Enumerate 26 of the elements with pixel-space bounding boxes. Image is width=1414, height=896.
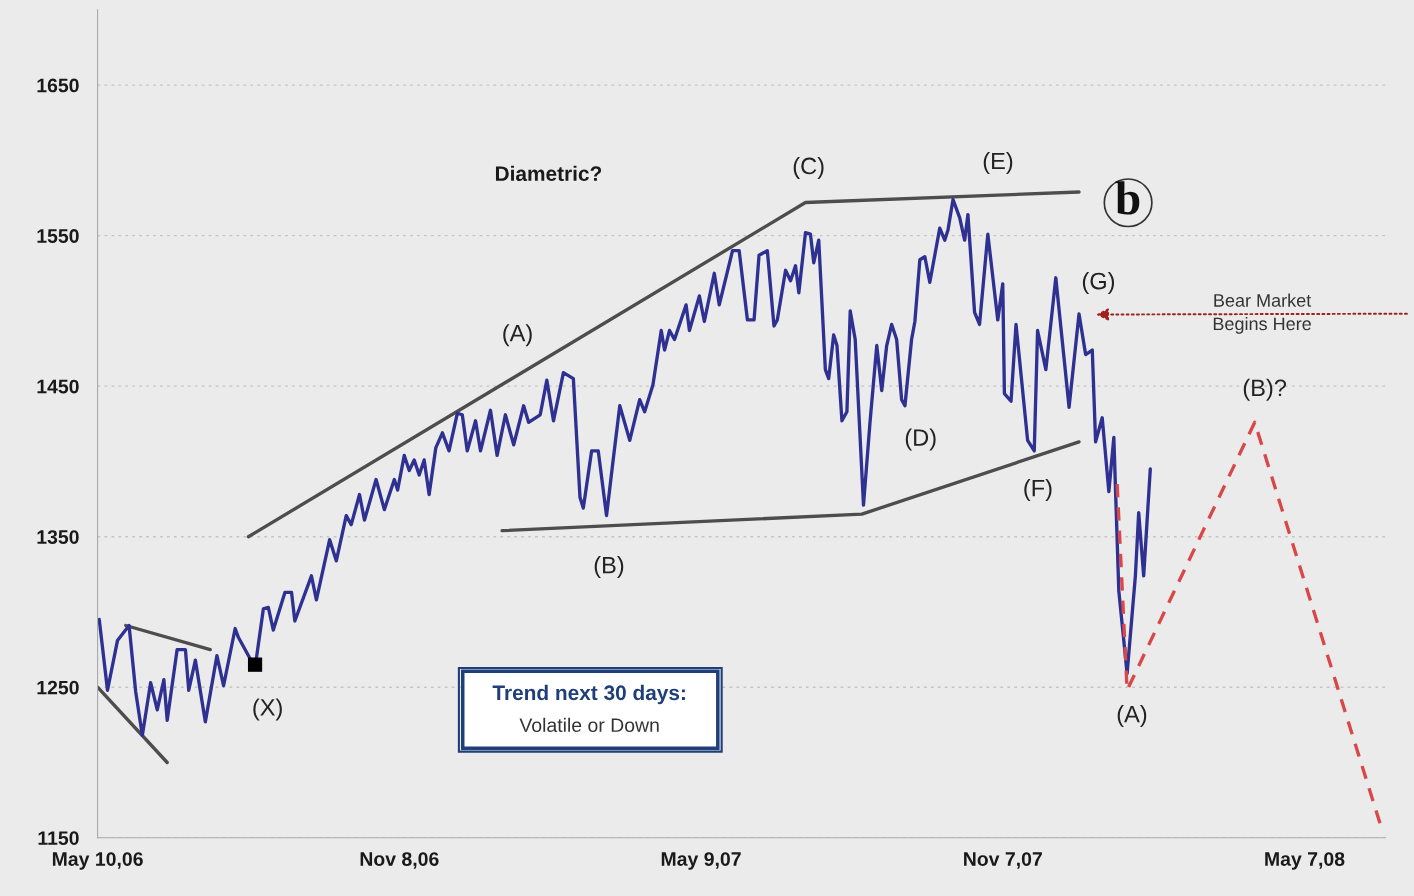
annotation: Bear Market Begins Here	[1213, 293, 1312, 334]
annotation: (E)	[983, 152, 1013, 175]
annotation: (B)	[594, 556, 624, 579]
y-tick-label: 1250	[37, 680, 79, 695]
annotation: (G)	[1082, 272, 1115, 295]
x-tick-label: May 9,07	[661, 852, 741, 870]
annotation: Trend next 30 days:	[492, 684, 685, 705]
annotation: (C)	[793, 156, 824, 179]
annotation: (B)?	[1243, 378, 1287, 401]
annotation: (X)	[253, 698, 282, 721]
y-tick-label: 1550	[37, 229, 79, 243]
y-tick-label: 1350	[37, 530, 79, 544]
y-tick-label: 1150	[38, 831, 79, 845]
x-tick-label: Nov 7,07	[964, 852, 1042, 869]
y-tick-label: 1650	[37, 78, 79, 93]
y-tick-label: 1450	[37, 379, 79, 394]
annotation: (F)	[1024, 479, 1052, 502]
annotation: (A)	[503, 324, 532, 347]
annotation: (A)	[1117, 705, 1147, 728]
annotation: (D)	[905, 428, 936, 451]
annotation: b	[1115, 181, 1140, 215]
x-tick-label: Nov 8,06	[360, 852, 439, 869]
x-tick-label: May 10,06	[52, 852, 143, 870]
text: Diametric?	[495, 165, 602, 182]
annotation: Volatile or Down	[519, 717, 659, 733]
x-tick-label: May 7,08	[1265, 852, 1345, 870]
